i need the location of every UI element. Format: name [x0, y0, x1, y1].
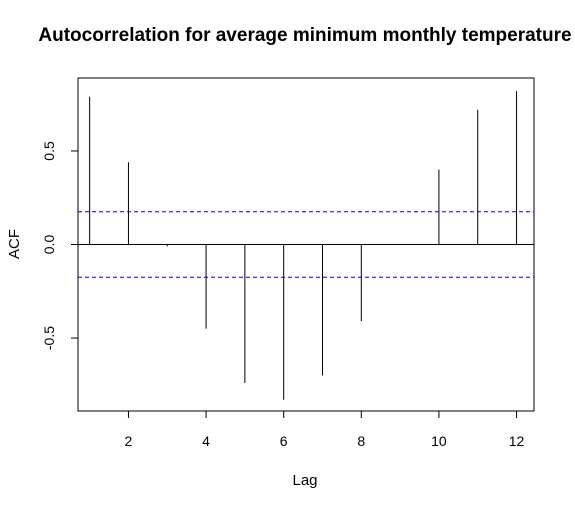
x-tick-label-12: 12 [509, 433, 525, 449]
y-tick-label-1: 0.0 [41, 235, 57, 255]
x-axis: 2 4 6 8 10 12 [125, 411, 525, 449]
x-tick-label-8: 8 [357, 433, 365, 449]
chart-title: Autocorrelation for average minimum mont… [38, 25, 571, 46]
confidence-lines [78, 211, 534, 278]
x-tick-label-4: 4 [202, 433, 210, 449]
x-tick-label-10: 10 [431, 433, 447, 449]
x-tick-label-6: 6 [280, 433, 288, 449]
x-axis-label: Lag [292, 472, 317, 489]
y-axis-label: ACF [6, 229, 23, 259]
acf-bars [89, 91, 518, 400]
y-tick-label-0: -0.5 [41, 326, 57, 350]
y-axis: -0.5 0.0 0.5 [41, 141, 78, 350]
x-tick-label-2: 2 [125, 433, 133, 449]
y-tick-label-2: 0.5 [41, 141, 57, 161]
